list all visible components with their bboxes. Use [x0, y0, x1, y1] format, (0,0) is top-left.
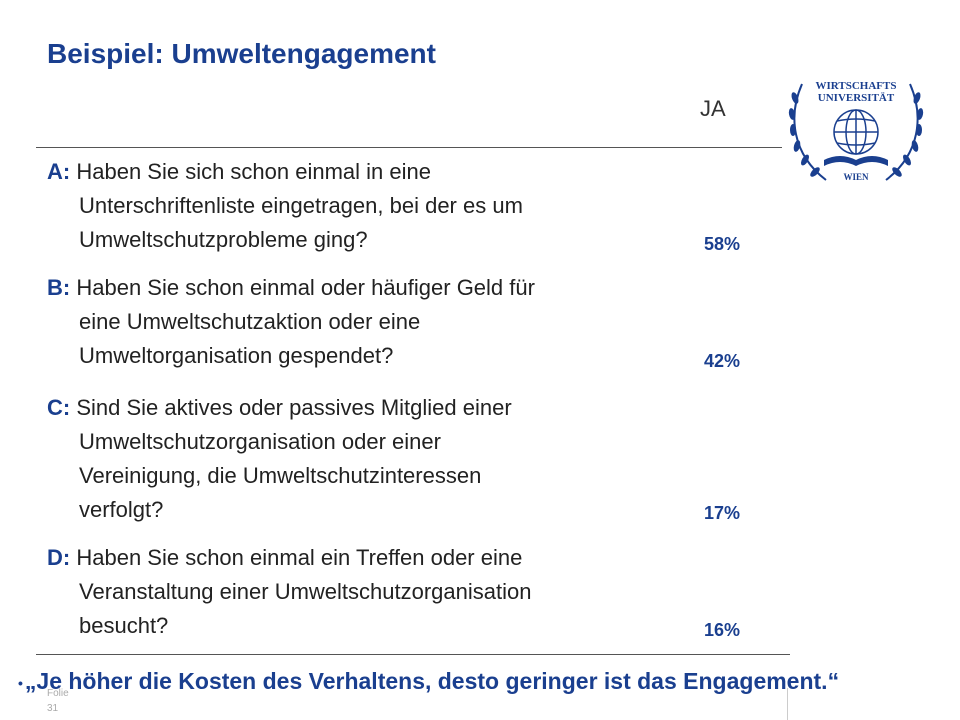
- question-b-line-2: eine Umweltschutzaktion oder eine: [79, 309, 421, 334]
- question-b-percent: 42%: [704, 351, 741, 371]
- slide-label: Folie: [47, 688, 69, 699]
- question-c-percent: 17%: [704, 503, 741, 523]
- slide-number: 31: [47, 703, 59, 714]
- table-top-rule: [36, 147, 782, 148]
- question-b-letter: B:: [47, 275, 71, 300]
- footer-quote-text: „Je höher die Kosten des Verhaltens, des…: [24, 668, 840, 694]
- table-bottom-rule: [36, 654, 790, 655]
- question-a-line-3: Umweltschutzprobleme ging?: [79, 227, 368, 252]
- question-b-line-3: Umweltorganisation gespendet?: [79, 343, 394, 368]
- column-header-ja: JA: [700, 96, 726, 121]
- logo-bottom-text: WIEN: [843, 172, 869, 182]
- footer-quote: •„Je höher die Kosten des Verhaltens, de…: [18, 668, 839, 695]
- footer-divider: [787, 688, 788, 720]
- question-a: A: Haben Sie sich schon einmal in eine U…: [47, 155, 667, 257]
- question-d: D: Haben Sie schon einmal ein Treffen od…: [47, 541, 667, 643]
- question-d-line-1: Haben Sie schon einmal ein Treffen oder …: [76, 545, 523, 570]
- university-logo: WIRTSCHAFTS UNIVERSITÄT WIEN: [786, 76, 926, 188]
- question-a-percent: 58%: [704, 234, 741, 254]
- logo-mid-text: UNIVERSITÄT: [818, 91, 895, 104]
- question-c-line-1: Sind Sie aktives oder passives Mitglied …: [76, 395, 512, 420]
- question-c-line-2: Umweltschutzorganisation oder einer: [79, 429, 441, 454]
- question-c-line-3: Vereinigung, die Umweltschutzinteressen: [79, 463, 482, 488]
- question-c-line-4: verfolgt?: [79, 497, 164, 522]
- bullet-icon: •: [18, 674, 23, 691]
- question-d-line-2: Veranstaltung einer Umweltschutzorganisa…: [79, 579, 532, 604]
- wu-seal-icon: WIRTSCHAFTS UNIVERSITÄT WIEN: [788, 80, 924, 182]
- question-a-line-2: Unterschriftenliste eingetragen, bei der…: [79, 193, 523, 218]
- question-d-line-3: besucht?: [79, 613, 169, 638]
- question-a-letter: A:: [47, 159, 71, 184]
- question-b-line-1: Haben Sie schon einmal oder häufiger Gel…: [76, 275, 535, 300]
- question-d-letter: D:: [47, 545, 71, 570]
- question-c-letter: C:: [47, 395, 71, 420]
- question-c: C: Sind Sie aktives oder passives Mitgli…: [47, 391, 667, 527]
- slide-title: Beispiel: Umweltengagement: [47, 38, 436, 69]
- question-a-line-1: Haben Sie sich schon einmal in eine: [76, 159, 431, 184]
- logo-top-text: WIRTSCHAFTS: [816, 80, 897, 92]
- question-b: B: Haben Sie schon einmal oder häufiger …: [47, 271, 667, 373]
- question-d-percent: 16%: [704, 620, 741, 640]
